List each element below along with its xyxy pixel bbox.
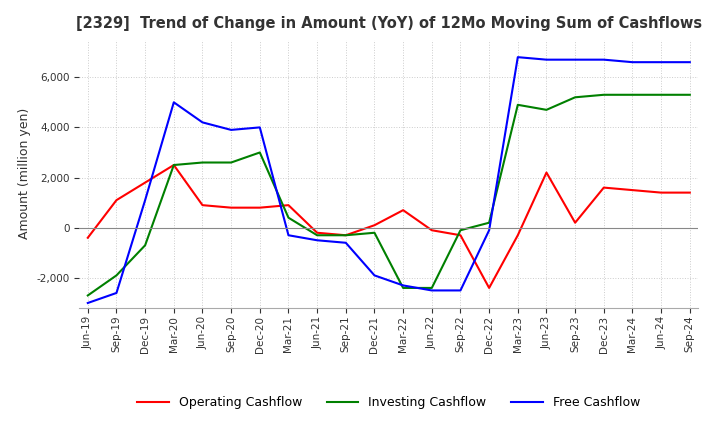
Investing Cashflow bbox=[198, 160, 207, 165]
Free Cashflow bbox=[84, 301, 92, 306]
Title: [2329]  Trend of Change in Amount (YoY) of 12Mo Moving Sum of Cashflows: [2329] Trend of Change in Amount (YoY) o… bbox=[76, 16, 702, 32]
Operating Cashflow bbox=[112, 198, 121, 203]
Operating Cashflow bbox=[685, 190, 694, 195]
Free Cashflow bbox=[628, 59, 636, 65]
Operating Cashflow bbox=[628, 187, 636, 193]
Free Cashflow bbox=[198, 120, 207, 125]
Investing Cashflow bbox=[428, 285, 436, 290]
Free Cashflow bbox=[284, 233, 293, 238]
Free Cashflow bbox=[685, 59, 694, 65]
Free Cashflow bbox=[312, 238, 321, 243]
Investing Cashflow bbox=[513, 102, 522, 107]
Investing Cashflow bbox=[370, 230, 379, 235]
Investing Cashflow bbox=[685, 92, 694, 97]
Free Cashflow bbox=[341, 240, 350, 246]
Investing Cashflow bbox=[169, 162, 178, 168]
Y-axis label: Amount (million yen): Amount (million yen) bbox=[18, 108, 31, 239]
Operating Cashflow bbox=[198, 202, 207, 208]
Investing Cashflow bbox=[542, 107, 551, 113]
Operating Cashflow bbox=[227, 205, 235, 210]
Legend: Operating Cashflow, Investing Cashflow, Free Cashflow: Operating Cashflow, Investing Cashflow, … bbox=[132, 392, 645, 414]
Operating Cashflow bbox=[169, 162, 178, 168]
Operating Cashflow bbox=[456, 233, 465, 238]
Free Cashflow bbox=[256, 125, 264, 130]
Investing Cashflow bbox=[112, 273, 121, 278]
Investing Cashflow bbox=[312, 233, 321, 238]
Operating Cashflow bbox=[256, 205, 264, 210]
Free Cashflow bbox=[227, 127, 235, 132]
Investing Cashflow bbox=[284, 215, 293, 220]
Free Cashflow bbox=[571, 57, 580, 62]
Free Cashflow bbox=[657, 59, 665, 65]
Free Cashflow bbox=[370, 273, 379, 278]
Free Cashflow bbox=[112, 290, 121, 296]
Investing Cashflow bbox=[399, 285, 408, 290]
Operating Cashflow bbox=[284, 202, 293, 208]
Operating Cashflow bbox=[571, 220, 580, 225]
Investing Cashflow bbox=[341, 233, 350, 238]
Free Cashflow bbox=[542, 57, 551, 62]
Free Cashflow bbox=[141, 198, 150, 203]
Operating Cashflow bbox=[600, 185, 608, 190]
Investing Cashflow bbox=[456, 227, 465, 233]
Investing Cashflow bbox=[657, 92, 665, 97]
Operating Cashflow bbox=[513, 233, 522, 238]
Operating Cashflow bbox=[485, 285, 493, 290]
Free Cashflow bbox=[456, 288, 465, 293]
Investing Cashflow bbox=[227, 160, 235, 165]
Investing Cashflow bbox=[84, 293, 92, 298]
Free Cashflow bbox=[600, 57, 608, 62]
Investing Cashflow bbox=[600, 92, 608, 97]
Investing Cashflow bbox=[485, 220, 493, 225]
Operating Cashflow bbox=[141, 180, 150, 185]
Free Cashflow bbox=[399, 283, 408, 288]
Investing Cashflow bbox=[141, 242, 150, 248]
Free Cashflow bbox=[169, 100, 178, 105]
Investing Cashflow bbox=[256, 150, 264, 155]
Operating Cashflow bbox=[84, 235, 92, 240]
Operating Cashflow bbox=[657, 190, 665, 195]
Operating Cashflow bbox=[399, 208, 408, 213]
Line: Free Cashflow: Free Cashflow bbox=[88, 57, 690, 303]
Operating Cashflow bbox=[428, 227, 436, 233]
Operating Cashflow bbox=[370, 223, 379, 228]
Free Cashflow bbox=[513, 55, 522, 60]
Line: Investing Cashflow: Investing Cashflow bbox=[88, 95, 690, 295]
Investing Cashflow bbox=[628, 92, 636, 97]
Free Cashflow bbox=[428, 288, 436, 293]
Operating Cashflow bbox=[341, 233, 350, 238]
Investing Cashflow bbox=[571, 95, 580, 100]
Free Cashflow bbox=[485, 227, 493, 233]
Line: Operating Cashflow: Operating Cashflow bbox=[88, 165, 690, 288]
Operating Cashflow bbox=[312, 230, 321, 235]
Operating Cashflow bbox=[542, 170, 551, 175]
